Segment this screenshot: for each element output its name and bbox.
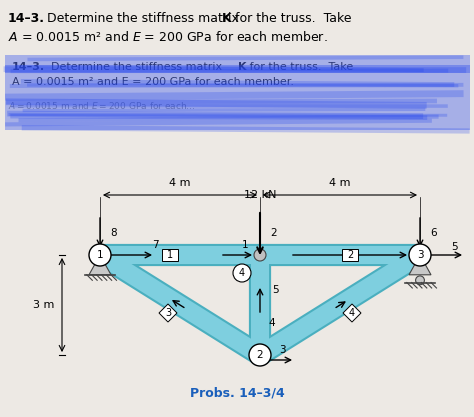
Text: 4: 4 <box>349 308 355 318</box>
Polygon shape <box>409 255 431 275</box>
Text: 2: 2 <box>347 250 353 260</box>
Text: 7: 7 <box>152 240 158 250</box>
Text: 3: 3 <box>417 250 423 260</box>
Text: 3 m: 3 m <box>33 300 54 310</box>
Text: 5: 5 <box>452 242 458 252</box>
Text: A = 0.0015 m² and E = 200 GPa for each member.: A = 0.0015 m² and E = 200 GPa for each m… <box>12 77 294 87</box>
Circle shape <box>233 264 251 282</box>
Circle shape <box>254 249 266 261</box>
Text: 5: 5 <box>273 285 279 295</box>
Text: 4: 4 <box>239 268 245 278</box>
Circle shape <box>416 276 424 285</box>
Text: 1: 1 <box>167 250 173 260</box>
Text: for the truss.  Take: for the truss. Take <box>231 12 352 25</box>
Text: 2: 2 <box>271 228 277 238</box>
Text: 4 m: 4 m <box>169 178 191 188</box>
Text: Probs. 14–3/4: Probs. 14–3/4 <box>190 387 284 400</box>
Circle shape <box>409 244 431 266</box>
Text: 8: 8 <box>111 228 117 238</box>
Bar <box>5 100 470 130</box>
Text: for the truss.  Take: for the truss. Take <box>246 62 353 72</box>
Text: $A=0.0015$ m and $E=200$ GPa for each...: $A=0.0015$ m and $E=200$ GPa for each... <box>8 100 196 111</box>
Text: Determine the stiffness matrix: Determine the stiffness matrix <box>47 12 243 25</box>
Text: 14–3.: 14–3. <box>12 62 45 72</box>
Text: 6: 6 <box>431 228 438 238</box>
Bar <box>162 249 178 261</box>
Text: K: K <box>238 62 246 72</box>
Bar <box>342 249 358 261</box>
Text: 1: 1 <box>242 240 248 250</box>
Text: Determine the stiffness matrix: Determine the stiffness matrix <box>44 62 226 72</box>
Text: 3: 3 <box>165 308 171 318</box>
Polygon shape <box>253 347 267 363</box>
Text: 14–3.: 14–3. <box>8 12 45 25</box>
Bar <box>5 55 470 73</box>
Text: 2: 2 <box>257 350 264 360</box>
Circle shape <box>89 244 111 266</box>
Polygon shape <box>89 255 111 275</box>
Polygon shape <box>343 304 361 322</box>
Text: 1: 1 <box>97 250 103 260</box>
Text: 4: 4 <box>269 318 275 328</box>
Polygon shape <box>159 304 177 322</box>
Text: $A$ = 0.0015 m² and $E$ = 200 GPa for each member.: $A$ = 0.0015 m² and $E$ = 200 GPa for ea… <box>8 30 328 44</box>
Bar <box>5 65 470 100</box>
Text: 3: 3 <box>279 345 285 355</box>
Text: K: K <box>222 12 232 25</box>
Text: 12 kN: 12 kN <box>244 190 276 200</box>
Text: 4 m: 4 m <box>329 178 351 188</box>
Circle shape <box>249 344 271 366</box>
